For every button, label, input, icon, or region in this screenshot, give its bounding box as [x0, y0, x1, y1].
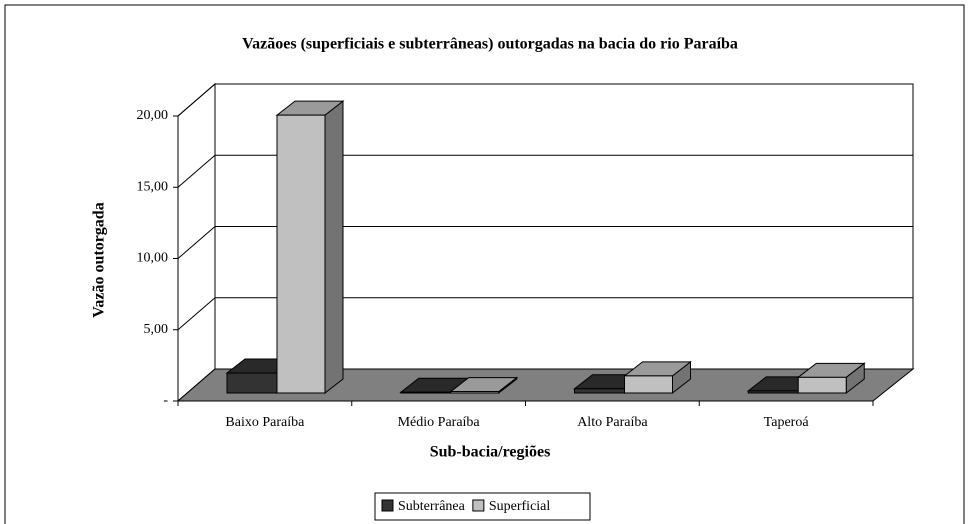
legend-label: Subterrânea: [398, 499, 466, 514]
chart-title: Vazãoes (superficiais e subterrâneas) ou…: [242, 36, 738, 53]
bar: [797, 376, 847, 394]
bar: [574, 388, 625, 394]
x-axis-label: Sub-bacia/regiões: [430, 444, 551, 461]
y-tick-label: 5,00: [144, 322, 169, 337]
grid-line-side: [177, 226, 216, 259]
y-axis-label: Vazão outorgada: [91, 202, 108, 317]
legend-label: Superficial: [489, 499, 551, 514]
x-tick-label: Taperoá: [764, 415, 810, 430]
bar-group: [623, 360, 692, 395]
x-tick-label: Alto Paraíba: [577, 415, 648, 430]
bar: [624, 375, 673, 394]
bar: [400, 391, 452, 394]
x-tick-label: Baixo Paraíba: [225, 415, 305, 430]
legend-swatch: [381, 499, 394, 512]
grid-line-side: [177, 154, 216, 188]
y-tick-label: 20,00: [137, 108, 169, 123]
bar-side: [324, 100, 344, 395]
bar: [276, 114, 326, 394]
x-tick-label: Médio Paraíba: [398, 415, 481, 430]
y-tick-label: 15,00: [137, 179, 169, 194]
bar-group: [796, 362, 866, 395]
y-tick-label: 10,00: [137, 251, 169, 266]
y-tick-label: -: [163, 393, 168, 408]
bar-group: [275, 100, 345, 395]
bar: [747, 390, 799, 394]
legend: Subterrânea Superficial: [374, 492, 591, 521]
bar: [226, 372, 278, 394]
bar-group: [449, 376, 519, 395]
grid-line-side: [177, 297, 216, 331]
grid-line-side: [177, 83, 216, 117]
legend-swatch: [472, 499, 485, 512]
bar: [450, 391, 500, 394]
